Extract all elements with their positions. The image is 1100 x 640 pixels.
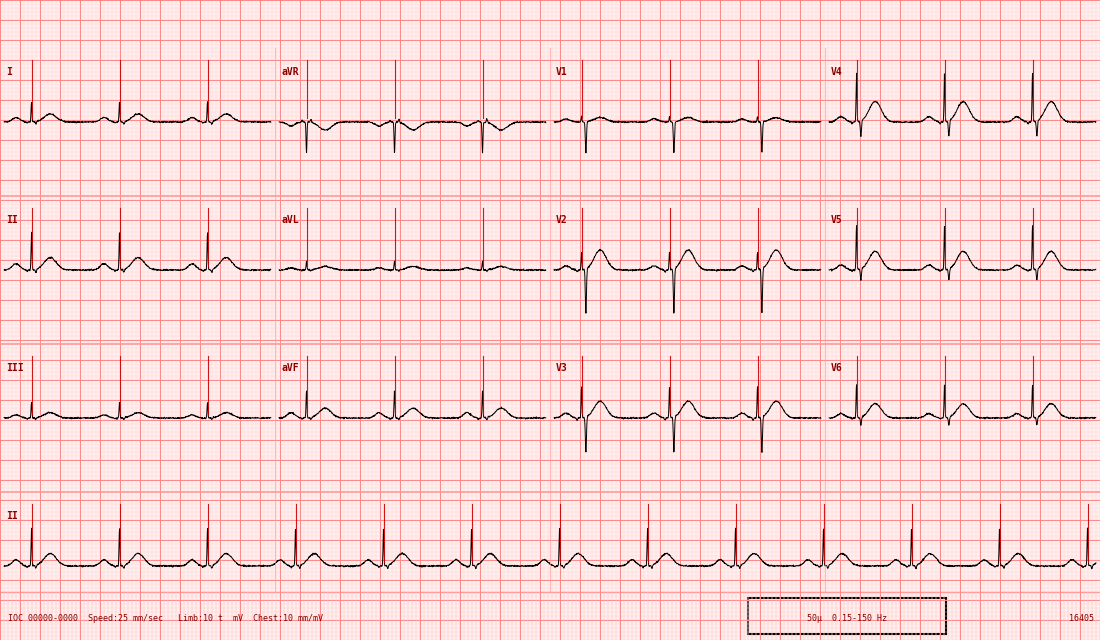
Text: V3: V3 (556, 363, 568, 372)
Text: 16405: 16405 (1069, 614, 1094, 623)
Text: II: II (6, 511, 18, 521)
Text: III: III (6, 363, 23, 372)
Text: V5: V5 (830, 214, 843, 225)
Text: aVL: aVL (280, 214, 298, 225)
Text: aVR: aVR (280, 67, 298, 77)
Bar (748, 598, 946, 634)
Text: aVF: aVF (280, 363, 298, 372)
Text: V6: V6 (830, 363, 843, 372)
Text: I: I (6, 67, 12, 77)
Text: II: II (6, 214, 18, 225)
Text: 50μ  0.15-150 Hz: 50μ 0.15-150 Hz (807, 614, 887, 623)
Text: IOC 00000-0000  Speed:25 mm/sec   Limb:10 t  mV  Chest:10 mm/mV: IOC 00000-0000 Speed:25 mm/sec Limb:10 t… (8, 614, 323, 623)
Text: V1: V1 (556, 67, 568, 77)
Text: V4: V4 (830, 67, 843, 77)
Text: V2: V2 (556, 214, 568, 225)
